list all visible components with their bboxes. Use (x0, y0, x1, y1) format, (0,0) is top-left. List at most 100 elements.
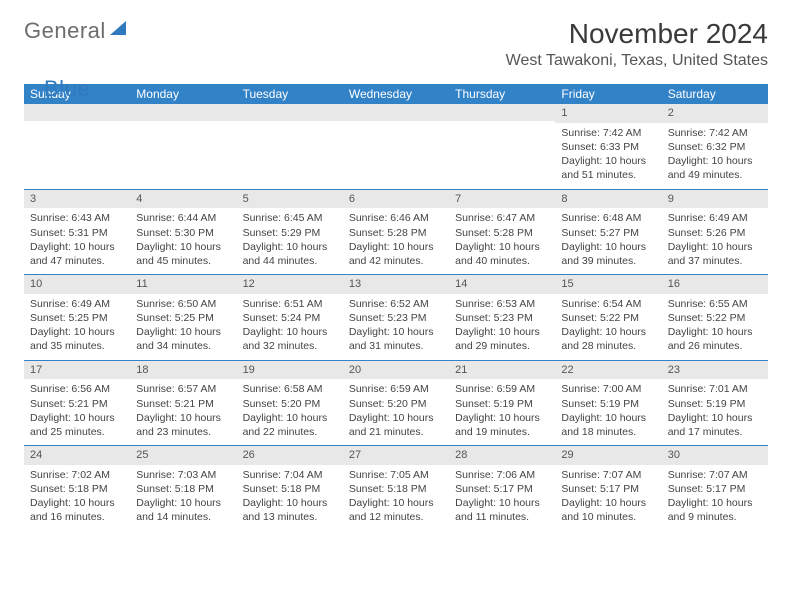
day-cell (343, 104, 449, 189)
day-cell: 7 Sunrise: 6:47 AMSunset: 5:28 PMDaylight… (449, 190, 555, 275)
day-cell: 3Sunrise: 6:43 AMSunset: 5:31 PMDaylight… (24, 190, 130, 275)
day-cell: 4 Sunrise: 6:44 AMSunset: 5:30 PMDaylight… (130, 190, 236, 275)
day-details: Sunrise: 6:48 AMSunset: 5:27 PMDaylight:… (555, 211, 661, 268)
day-number: 4 (130, 190, 236, 209)
day-cell (237, 104, 343, 189)
day-cell: 21 Sunrise: 6:59 AMSunset: 5:19 PMDayligh… (449, 361, 555, 446)
day-number: 18 (130, 361, 236, 380)
day-cell: 2 Sunrise: 7:42 AMSunset: 6:32 PMDaylight… (662, 104, 768, 189)
day-cell: 14 Sunrise: 6:53 AMSunset: 5:23 PMDayligh… (449, 275, 555, 360)
day-cell: 28Sunrise: 7:06 AMSunset: 5:17 PMDayligh… (449, 446, 555, 531)
title-block: November 2024 West Tawakoni, Texas, Unit… (506, 18, 768, 70)
empty-day (449, 104, 555, 121)
day-number: 6 (343, 190, 449, 209)
day-details: Sunrise: 6:54 AMSunset: 5:22 PMDaylight:… (555, 297, 661, 354)
day-cell: 19Sunrise: 6:58 AMSunset: 5:20 PMDayligh… (237, 361, 343, 446)
day-cell: 30 Sunrise: 7:07 AMSunset: 5:17 PMDayligh… (662, 446, 768, 531)
day-number: 11 (130, 275, 236, 294)
empty-day (24, 104, 130, 121)
day-number: 10 (24, 275, 130, 294)
day-cell: 18 Sunrise: 6:57 AMSunset: 5:21 PMDayligh… (130, 361, 236, 446)
day-details: Sunrise: 6:49 AMSunset: 5:25 PMDaylight:… (24, 297, 130, 354)
day-details: Sunrise: 6:45 AMSunset: 5:29 PMDaylight:… (237, 211, 343, 268)
day-number: 13 (343, 275, 449, 294)
day-number: 12 (237, 275, 343, 294)
day-cell: 8Sunrise: 6:48 AMSunset: 5:27 PMDaylight… (555, 190, 661, 275)
day-cell: 1 Sunrise: 7:42 AMSunset: 6:33 PMDaylight… (555, 104, 661, 189)
header: General November 2024 West Tawakoni, Tex… (24, 18, 768, 70)
day-cell: 27Sunrise: 7:05 AMSunset: 5:18 PMDayligh… (343, 446, 449, 531)
week-row: 24 Sunrise: 7:02 AMSunset: 5:18 PMDayligh… (24, 446, 768, 531)
day-details: Sunrise: 6:59 AMSunset: 5:20 PMDaylight:… (343, 382, 449, 439)
day-details: Sunrise: 7:42 AMSunset: 6:33 PMDaylight:… (555, 126, 661, 183)
day-details: Sunrise: 7:07 AMSunset: 5:17 PMDaylight:… (555, 468, 661, 525)
location: West Tawakoni, Texas, United States (506, 52, 768, 70)
day-cell: 22 Sunrise: 7:00 AMSunset: 5:19 PMDayligh… (555, 361, 661, 446)
day-number: 30 (662, 446, 768, 465)
day-details: Sunrise: 7:01 AMSunset: 5:19 PMDaylight:… (662, 382, 768, 439)
logo-word1: General (24, 18, 106, 44)
day-cell: 13 Sunrise: 6:52 AMSunset: 5:23 PMDayligh… (343, 275, 449, 360)
day-cell: 29Sunrise: 7:07 AMSunset: 5:17 PMDayligh… (555, 446, 661, 531)
day-header-cell: Tuesday (237, 84, 343, 104)
day-details: Sunrise: 6:44 AMSunset: 5:30 PMDaylight:… (130, 211, 236, 268)
day-details: Sunrise: 6:56 AMSunset: 5:21 PMDaylight:… (24, 382, 130, 439)
day-number: 28 (449, 446, 555, 465)
day-cell: 5Sunrise: 6:45 AMSunset: 5:29 PMDaylight… (237, 190, 343, 275)
day-number: 23 (662, 361, 768, 380)
day-number: 3 (24, 190, 130, 209)
day-cell: 20Sunrise: 6:59 AMSunset: 5:20 PMDayligh… (343, 361, 449, 446)
empty-day (130, 104, 236, 121)
day-details: Sunrise: 6:46 AMSunset: 5:28 PMDaylight:… (343, 211, 449, 268)
day-number: 2 (662, 104, 768, 123)
week-row: 1 Sunrise: 7:42 AMSunset: 6:33 PMDaylight… (24, 104, 768, 190)
day-number: 22 (555, 361, 661, 380)
day-number: 7 (449, 190, 555, 209)
day-cell: 9 Sunrise: 6:49 AMSunset: 5:26 PMDaylight… (662, 190, 768, 275)
day-cell: 26 Sunrise: 7:04 AMSunset: 5:18 PMDayligh… (237, 446, 343, 531)
day-details: Sunrise: 6:52 AMSunset: 5:23 PMDaylight:… (343, 297, 449, 354)
day-details: Sunrise: 6:49 AMSunset: 5:26 PMDaylight:… (662, 211, 768, 268)
day-number: 15 (555, 275, 661, 294)
day-number: 21 (449, 361, 555, 380)
day-number: 19 (237, 361, 343, 380)
day-number: 1 (555, 104, 661, 123)
day-number: 17 (24, 361, 130, 380)
day-header-cell: Monday (130, 84, 236, 104)
calendar: SundayMondayTuesdayWednesdayThursdayFrid… (24, 84, 768, 531)
day-cell: 24 Sunrise: 7:02 AMSunset: 5:18 PMDayligh… (24, 446, 130, 531)
day-cell: 16Sunrise: 6:55 AMSunset: 5:22 PMDayligh… (662, 275, 768, 360)
day-details: Sunrise: 7:00 AMSunset: 5:19 PMDaylight:… (555, 382, 661, 439)
day-details: Sunrise: 7:07 AMSunset: 5:17 PMDaylight:… (662, 468, 768, 525)
day-cell (130, 104, 236, 189)
day-details: Sunrise: 6:57 AMSunset: 5:21 PMDaylight:… (130, 382, 236, 439)
day-details: Sunrise: 7:03 AMSunset: 5:18 PMDaylight:… (130, 468, 236, 525)
day-number: 27 (343, 446, 449, 465)
day-details: Sunrise: 6:50 AMSunset: 5:25 PMDaylight:… (130, 297, 236, 354)
day-number: 16 (662, 275, 768, 294)
logo-word2: Blue (44, 76, 90, 101)
day-cell: 11 Sunrise: 6:50 AMSunset: 5:25 PMDayligh… (130, 275, 236, 360)
day-cell: 10 Sunrise: 6:49 AMSunset: 5:25 PMDayligh… (24, 275, 130, 360)
day-cell: 15 Sunrise: 6:54 AMSunset: 5:22 PMDayligh… (555, 275, 661, 360)
day-number: 9 (662, 190, 768, 209)
day-cell (24, 104, 130, 189)
day-details: Sunrise: 6:47 AMSunset: 5:28 PMDaylight:… (449, 211, 555, 268)
day-number: 26 (237, 446, 343, 465)
month-title: November 2024 (506, 18, 768, 50)
day-header-cell: Friday (555, 84, 661, 104)
day-number: 24 (24, 446, 130, 465)
week-row: 3Sunrise: 6:43 AMSunset: 5:31 PMDaylight… (24, 190, 768, 276)
day-details: Sunrise: 7:04 AMSunset: 5:18 PMDaylight:… (237, 468, 343, 525)
day-details: Sunrise: 6:59 AMSunset: 5:19 PMDaylight:… (449, 382, 555, 439)
day-details: Sunrise: 7:42 AMSunset: 6:32 PMDaylight:… (662, 126, 768, 183)
day-details: Sunrise: 7:02 AMSunset: 5:18 PMDaylight:… (24, 468, 130, 525)
day-details: Sunrise: 6:51 AMSunset: 5:24 PMDaylight:… (237, 297, 343, 354)
day-cell: 6 Sunrise: 6:46 AMSunset: 5:28 PMDaylight… (343, 190, 449, 275)
empty-day (343, 104, 449, 121)
day-header-cell: Wednesday (343, 84, 449, 104)
day-cell: 12 Sunrise: 6:51 AMSunset: 5:24 PMDayligh… (237, 275, 343, 360)
day-number: 14 (449, 275, 555, 294)
day-details: Sunrise: 6:53 AMSunset: 5:23 PMDaylight:… (449, 297, 555, 354)
empty-day (237, 104, 343, 121)
